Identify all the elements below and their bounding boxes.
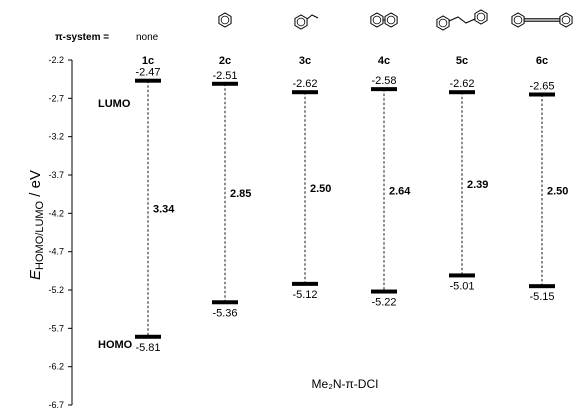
compound-4c: 4c -2.58 -5.22 2.64 — [371, 55, 411, 309]
gap-value-label: 2.64 — [389, 185, 411, 197]
y-tick-label: -2.7 — [48, 93, 64, 103]
biphenyl-ring-right — [384, 12, 398, 28]
gap-value-label: 2.85 — [230, 188, 251, 200]
homo-level-bar — [449, 273, 475, 278]
homo-level-bar — [135, 334, 161, 339]
biphenyl-ring-left — [370, 12, 384, 28]
compound-3c: 3c -2.62 -5.12 2.50 — [292, 55, 331, 301]
lumo-level-bar — [292, 90, 318, 95]
vinylene-bond — [448, 16, 476, 24]
compound-label: 4c — [378, 55, 390, 67]
stilbene-ring-left-ring — [438, 18, 448, 28]
homo-value-label: -5.01 — [449, 280, 474, 292]
compound-2c: 2c -2.51 -5.36 2.85 — [212, 55, 251, 319]
styrene-ring-ring — [296, 17, 306, 27]
lumo-level-bar — [371, 87, 397, 92]
styrene-icon — [294, 14, 319, 30]
stilbene-icon — [436, 9, 488, 31]
biphenyl-ring-right-ring — [386, 15, 396, 25]
gap-value-label: 2.50 — [547, 185, 568, 197]
vinyl-bond — [306, 14, 319, 20]
header-row: π-system = none — [55, 32, 159, 43]
y-tick-label: -2.2 — [48, 55, 64, 65]
lumo-value-label: -2.58 — [371, 75, 396, 87]
homo-value-label: -5.36 — [212, 307, 237, 319]
y-tick-label: -3.7 — [48, 170, 64, 180]
lumo-value-label: -2.62 — [449, 78, 474, 90]
y-axis-label-sub: HOMO/LUMO — [34, 200, 46, 270]
tolane-ring-left-ring — [513, 15, 523, 25]
tolane-ring-right — [559, 12, 573, 28]
compound-6c: 6c -2.65 -5.15 2.50 — [529, 55, 568, 303]
lumo-level-bar — [449, 90, 475, 95]
stilbene-ring-left — [436, 15, 450, 31]
tolane-ring-left — [511, 12, 525, 28]
y-tick-label: -5.7 — [48, 323, 64, 333]
homo-value-label: -5.22 — [371, 297, 396, 309]
compound-label: 2c — [219, 55, 231, 67]
homo-level-bar — [212, 300, 238, 305]
compound-label: 6c — [536, 55, 548, 67]
y-axis-label-main: E — [27, 269, 44, 280]
y-axis-label: EHOMO/LUMO / eV — [27, 170, 46, 280]
y-tick-label: -4.2 — [48, 208, 64, 218]
lumo-value-label: -2.62 — [292, 78, 317, 90]
y-tick-label: -4.7 — [48, 247, 64, 257]
x-axis-label: Me₂N-π-DCI — [312, 377, 379, 391]
biphenyl-icon — [370, 12, 398, 28]
lumo-level-bar — [135, 78, 161, 83]
stilbene-ring-right — [474, 9, 488, 25]
lumo-level-bar — [529, 92, 555, 97]
pi-none-label: none — [136, 32, 159, 43]
lumo-label: LUMO — [98, 98, 131, 110]
homo-value-label: -5.81 — [135, 342, 160, 354]
tolane-ring-right-ring — [561, 15, 571, 25]
y-axis-label-rest: / eV — [27, 170, 44, 201]
stilbene-ring-right-ring — [476, 12, 486, 22]
y-tick-label: -5.2 — [48, 285, 64, 295]
homo-level-bar — [371, 289, 397, 294]
y-axis: -2.2 -2.7 -3.2 -3.7 -4.2 -4.7 -5.2 -5.7 -6.2 -6.7 — [48, 55, 73, 408]
compound-label: 3c — [299, 55, 311, 67]
lumo-value-label: -2.65 — [529, 81, 554, 93]
y-tick-label: -6.2 — [48, 362, 64, 372]
y-tick-label: -6.7 — [48, 400, 64, 408]
gap-value-label: 3.34 — [153, 204, 175, 216]
benzene-icon — [218, 12, 232, 28]
tolane-icon — [511, 12, 573, 28]
pi-system-label: π-system = — [55, 32, 109, 43]
compound-label: 5c — [456, 55, 468, 67]
homo-value-label: -5.12 — [292, 289, 317, 301]
benzene-ring — [218, 12, 232, 28]
y-tick-label: -3.2 — [48, 132, 64, 142]
gap-value-label: 2.50 — [310, 183, 331, 195]
homo-value-label: -5.15 — [529, 291, 554, 303]
pi-system-structures — [218, 9, 573, 31]
lumo-value-label: -2.51 — [212, 70, 237, 82]
compound-1c: 1c-2.47 -5.81 3.34 — [135, 55, 175, 354]
compound-label: 1c — [142, 55, 154, 67]
homo-level-bar — [529, 284, 555, 289]
homo-label: HOMO — [98, 339, 133, 351]
compound-5c: 5c -2.62 -5.01 2.39 — [449, 55, 488, 292]
gap-value-label: 2.39 — [467, 179, 488, 191]
benzene-ring-ring — [220, 15, 230, 25]
homo-level-bar — [292, 281, 318, 286]
compound-columns: 1c-2.47 -5.81 3.34 2c -2.51 -5.36 2.85 3c -2.62 -… — [135, 55, 568, 354]
lumo-value-label: -2.47 — [135, 67, 160, 79]
biphenyl-ring-left-ring — [372, 15, 382, 25]
lumo-level-bar — [212, 81, 238, 86]
